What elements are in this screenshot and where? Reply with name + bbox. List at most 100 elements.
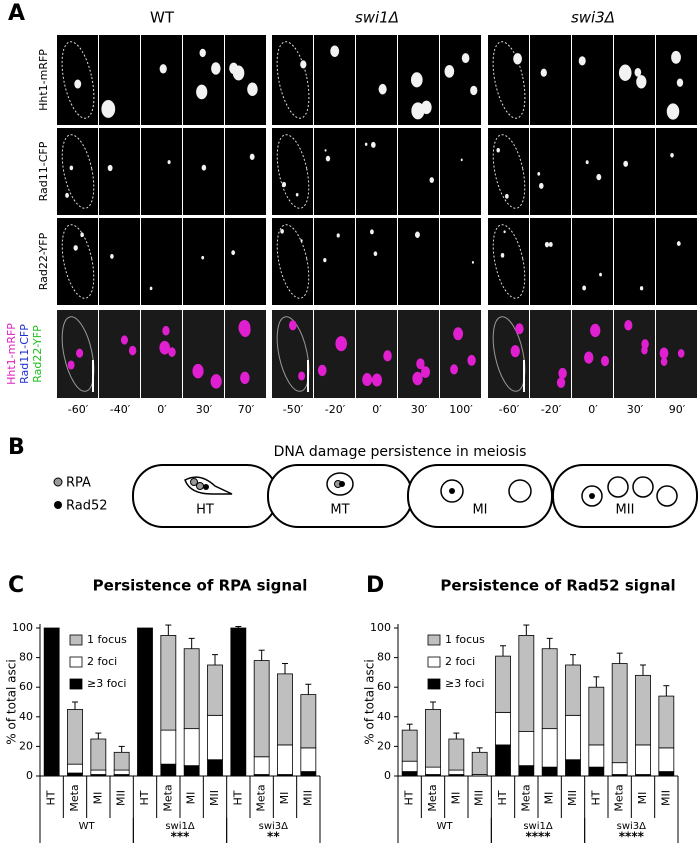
bar-segment [658, 695, 675, 749]
significance: ** [267, 830, 280, 843]
signal-spot [414, 231, 420, 238]
bar-segment [183, 765, 200, 777]
signal-spot [504, 193, 509, 199]
significance: *** [171, 830, 191, 843]
x-tick-label: MI [543, 792, 556, 805]
rad52-dot [339, 481, 345, 487]
x-tick-label: Meta [519, 784, 532, 811]
time-label: -20′ [541, 403, 562, 416]
x-tick-label: Meta [426, 784, 439, 811]
cell-outline [276, 224, 310, 299]
signal-spot [636, 75, 647, 89]
bar-segment [90, 738, 107, 771]
signal-spot [411, 102, 425, 120]
cell-outline [492, 224, 526, 299]
micrograph [141, 35, 182, 125]
time-label: 30′ [627, 403, 644, 416]
signal-spot [110, 254, 114, 259]
error-bar [305, 683, 312, 695]
micrograph [530, 35, 571, 125]
bar-segment [565, 759, 581, 777]
time-label: 0′ [157, 403, 167, 416]
signal-spot [660, 357, 668, 366]
y-tick-label: 0 [384, 769, 391, 782]
time-label: -50′ [283, 403, 304, 416]
signal-spot [120, 335, 128, 345]
signal-spot [539, 182, 544, 189]
signal-spot [298, 371, 306, 381]
rpa-dot [190, 478, 198, 486]
bar-segment [541, 648, 558, 730]
time-label: -20′ [325, 403, 346, 416]
bar-segment [495, 655, 511, 713]
legend-label: 1 focus [445, 633, 485, 646]
micrograph [398, 218, 439, 305]
bar-segment [588, 766, 605, 777]
signal-spot [515, 323, 524, 335]
signal-spot [556, 377, 566, 389]
x-tick-label: MI [185, 792, 198, 805]
merge-label: Rad22-YFP [31, 325, 44, 383]
cell-outline [61, 134, 95, 209]
cell-shape [132, 464, 278, 528]
cell-shape [552, 464, 698, 528]
group-label: swi1Δ [165, 821, 195, 832]
signal-spot [548, 241, 553, 248]
signal-spot [641, 339, 649, 349]
micrograph [314, 218, 355, 305]
bar-segment [401, 729, 418, 762]
micrograph [356, 35, 397, 125]
micrograph [99, 218, 140, 305]
time-label: 100′ [449, 403, 473, 416]
signal-spot [676, 78, 684, 87]
signal-spot [500, 253, 505, 258]
legend-swatch [69, 634, 83, 646]
x-tick-label: HT [45, 790, 58, 805]
y-tick-label: 0 [26, 769, 33, 782]
significance: **** [619, 830, 645, 843]
bar-segment [658, 747, 675, 772]
error-bar [188, 637, 195, 649]
column-header: swi3Δ [571, 9, 615, 27]
signal-spot [634, 68, 642, 77]
signal-spot [336, 233, 340, 238]
column-header: swi1Δ [355, 9, 399, 27]
micrograph [614, 218, 655, 305]
signal-spot [510, 345, 520, 358]
legend-text: RPA [66, 476, 91, 491]
time-label: 0′ [372, 403, 382, 416]
bar-segment [611, 663, 628, 764]
micrograph [530, 128, 571, 215]
signal-spot [300, 60, 307, 69]
x-tick-label: HT [231, 790, 244, 805]
signal-spot [281, 181, 287, 188]
signal-spot [584, 351, 594, 364]
signal-spot [159, 64, 167, 74]
stage-label: MT [330, 503, 349, 518]
micrograph [572, 35, 613, 125]
signal-spot [460, 158, 463, 162]
micrograph [614, 128, 655, 215]
row-label: Rad11-CFP [37, 141, 50, 201]
bar-segment [300, 747, 317, 772]
panel-letter: B [8, 435, 25, 460]
signal-spot [582, 285, 587, 291]
bar-segment [300, 694, 317, 749]
signal-spot [74, 79, 82, 89]
chart-title: Persistence of RPA signal [93, 577, 308, 595]
signal-spot [383, 350, 392, 362]
signal-spot [168, 347, 176, 357]
merge-label: Rad11-CFP [18, 324, 31, 384]
rad52-dot [449, 488, 455, 494]
bar-segment [611, 762, 628, 775]
bar-segment [425, 709, 441, 768]
cell-outline [492, 134, 526, 209]
micrograph [141, 218, 182, 305]
signal-spot [201, 164, 207, 171]
x-tick-label: MII [566, 790, 579, 806]
legend-dot [53, 477, 63, 487]
bar-segment [230, 627, 247, 777]
signal-spot [623, 160, 629, 167]
signal-spot [149, 286, 153, 291]
signal-spot [421, 100, 432, 115]
